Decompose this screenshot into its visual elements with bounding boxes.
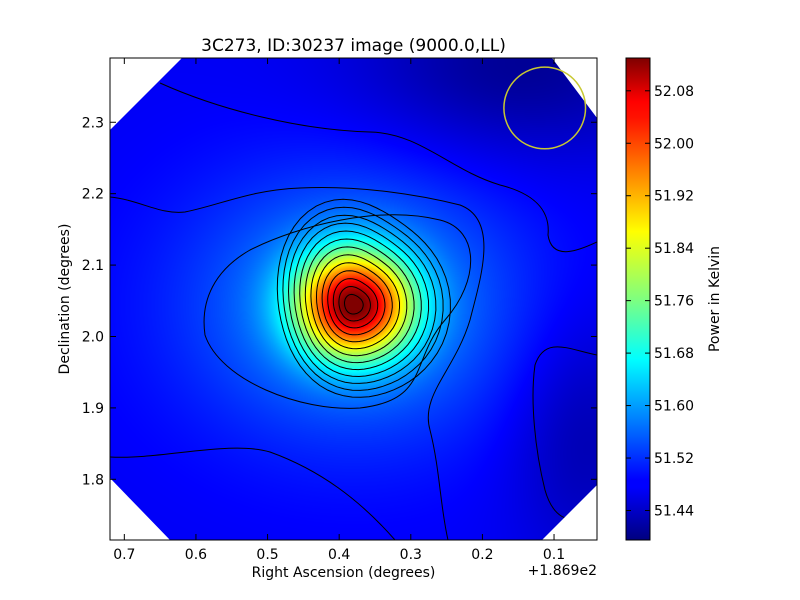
x-axis-ticks: 0.7 0.6 0.5 0.4 0.3 0.2 0.1 — [113, 58, 565, 563]
contour-ring — [299, 230, 422, 371]
x-axis-label: Right Ascension (degrees) — [252, 565, 436, 581]
masked-corner — [110, 478, 170, 540]
y-tick-label: 2.3 — [82, 115, 104, 131]
contour-line — [110, 186, 485, 540]
masked-corner — [542, 485, 597, 540]
colorbar-ticks: 51.44 51.52 51.60 51.68 51.76 51.84 51.92 52.00… — [626, 84, 694, 519]
colorbar-label: Power in Kelvin — [707, 246, 723, 352]
colorbar: 51.44 51.52 51.60 51.68 51.76 51.84 51.92 52.00… — [625, 57, 723, 541]
contour-ring — [315, 254, 400, 350]
x-tick-label: 0.5 — [256, 547, 278, 563]
y-tick-label: 1.9 — [82, 401, 104, 417]
contour-line — [159, 82, 597, 253]
chart-title: 3C273, ID:30237 image (9000.0,LL) — [201, 36, 506, 56]
colorbar-tick-label: 51.52 — [654, 451, 694, 467]
contour-line — [110, 447, 396, 540]
contour-line — [203, 214, 472, 409]
x-tick-label: 0.2 — [471, 547, 493, 563]
colorbar-tick-label: 51.84 — [654, 241, 694, 257]
colorbar-tick-label: 51.60 — [654, 399, 694, 415]
y-tick-label: 2.1 — [82, 258, 104, 274]
x-tick-label: 0.4 — [328, 547, 350, 563]
x-tick-label: 0.6 — [185, 547, 207, 563]
contour-ring — [344, 293, 364, 315]
heatmap-image — [110, 58, 597, 540]
x-tick-label: 0.1 — [543, 547, 565, 563]
beam-circle — [503, 66, 587, 150]
contour-ring — [338, 285, 371, 322]
contour-ring — [282, 206, 444, 391]
colorbar-tick-label: 52.00 — [654, 136, 694, 152]
colorbar-tick-label: 51.44 — [654, 503, 694, 519]
y-tick-label: 2.2 — [82, 187, 104, 203]
colorbar-tick-label: 52.08 — [654, 84, 694, 100]
contour-ring — [276, 198, 451, 398]
contour-ring — [287, 214, 437, 384]
contour-lines — [110, 82, 597, 540]
y-axis-label: Declination (degrees) — [57, 224, 73, 375]
x-axis-offset-label: +1.869e2 — [528, 563, 597, 579]
contour-ring — [321, 262, 393, 343]
contour-ring — [310, 246, 408, 357]
colorbar-gradient — [625, 57, 651, 541]
y-axis-ticks: 1.8 1.9 2.0 2.1 2.2 2.3 — [82, 115, 597, 488]
masked-corner — [110, 58, 182, 130]
contour-ring — [327, 270, 386, 336]
x-tick-label: 0.7 — [113, 547, 135, 563]
contour-ring — [304, 238, 415, 364]
contour-ring — [332, 278, 379, 329]
contour-line — [532, 346, 597, 522]
plot-area — [109, 57, 598, 541]
contour-ring — [293, 222, 430, 378]
y-tick-label: 2.0 — [82, 329, 104, 345]
y-tick-label: 1.8 — [82, 472, 104, 488]
plot-frame — [109, 57, 598, 541]
x-tick-label: 0.3 — [400, 547, 422, 563]
colorbar-tick-label: 51.92 — [654, 189, 694, 205]
colorbar-tick-label: 51.76 — [654, 294, 694, 310]
colorbar-tick-label: 51.68 — [654, 346, 694, 362]
